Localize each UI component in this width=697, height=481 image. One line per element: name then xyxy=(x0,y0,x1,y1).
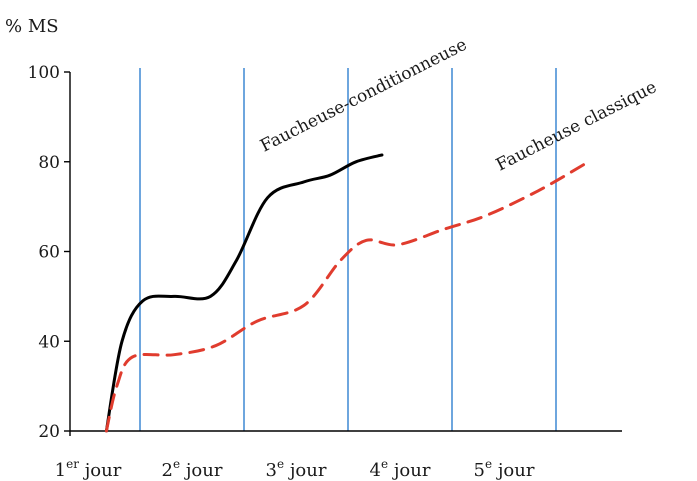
day-word: jour xyxy=(492,460,535,481)
day-number: 2 xyxy=(162,460,173,481)
day-label-1: 1er jour xyxy=(55,457,122,481)
series-label-1: Faucheuse-conditionneuse xyxy=(257,35,470,157)
y-axis-unit-label: % MS xyxy=(5,16,59,37)
y-tick-label-100: 100 xyxy=(28,63,60,83)
day-ordinal-suffix: er xyxy=(66,457,79,471)
day-ordinal-suffix: e xyxy=(173,457,180,471)
day-number: 3 xyxy=(266,460,277,481)
day-word: jour xyxy=(284,460,327,481)
series-lines xyxy=(104,153,587,433)
day-number: 4 xyxy=(370,460,381,481)
day-number: 5 xyxy=(474,460,485,481)
y-tick-label-80: 80 xyxy=(38,153,60,173)
series-line-2 xyxy=(104,162,587,433)
series-line-1 xyxy=(104,153,384,433)
day-label-2: 2e jour xyxy=(162,457,223,481)
series-label-2: Faucheuse classique xyxy=(493,77,660,175)
day-word: jour xyxy=(79,460,122,481)
x-axis-day-labels: 1er jour 2e jour 3e jour 4e jour 5e jour xyxy=(55,457,535,481)
day-ordinal-suffix: e xyxy=(485,457,492,471)
day-ordinal-suffix: e xyxy=(381,457,388,471)
y-tick-label-40: 40 xyxy=(38,332,60,352)
day-label-3: 3e jour xyxy=(266,457,327,481)
day-word: jour xyxy=(388,460,431,481)
day-label-5: 5e jour xyxy=(474,457,535,481)
y-tick-label-20: 20 xyxy=(38,422,60,442)
y-axis-ticks: 20 40 60 80 100 xyxy=(28,63,70,442)
y-tick-label-60: 60 xyxy=(38,243,60,263)
day-gridlines xyxy=(139,68,557,431)
day-number: 1 xyxy=(55,460,66,481)
day-ordinal-suffix: e xyxy=(277,457,284,471)
day-label-4: 4e jour xyxy=(370,457,431,481)
series-labels: Faucheuse-conditionneuse Faucheuse classi… xyxy=(257,35,660,176)
day-word: jour xyxy=(180,460,223,481)
